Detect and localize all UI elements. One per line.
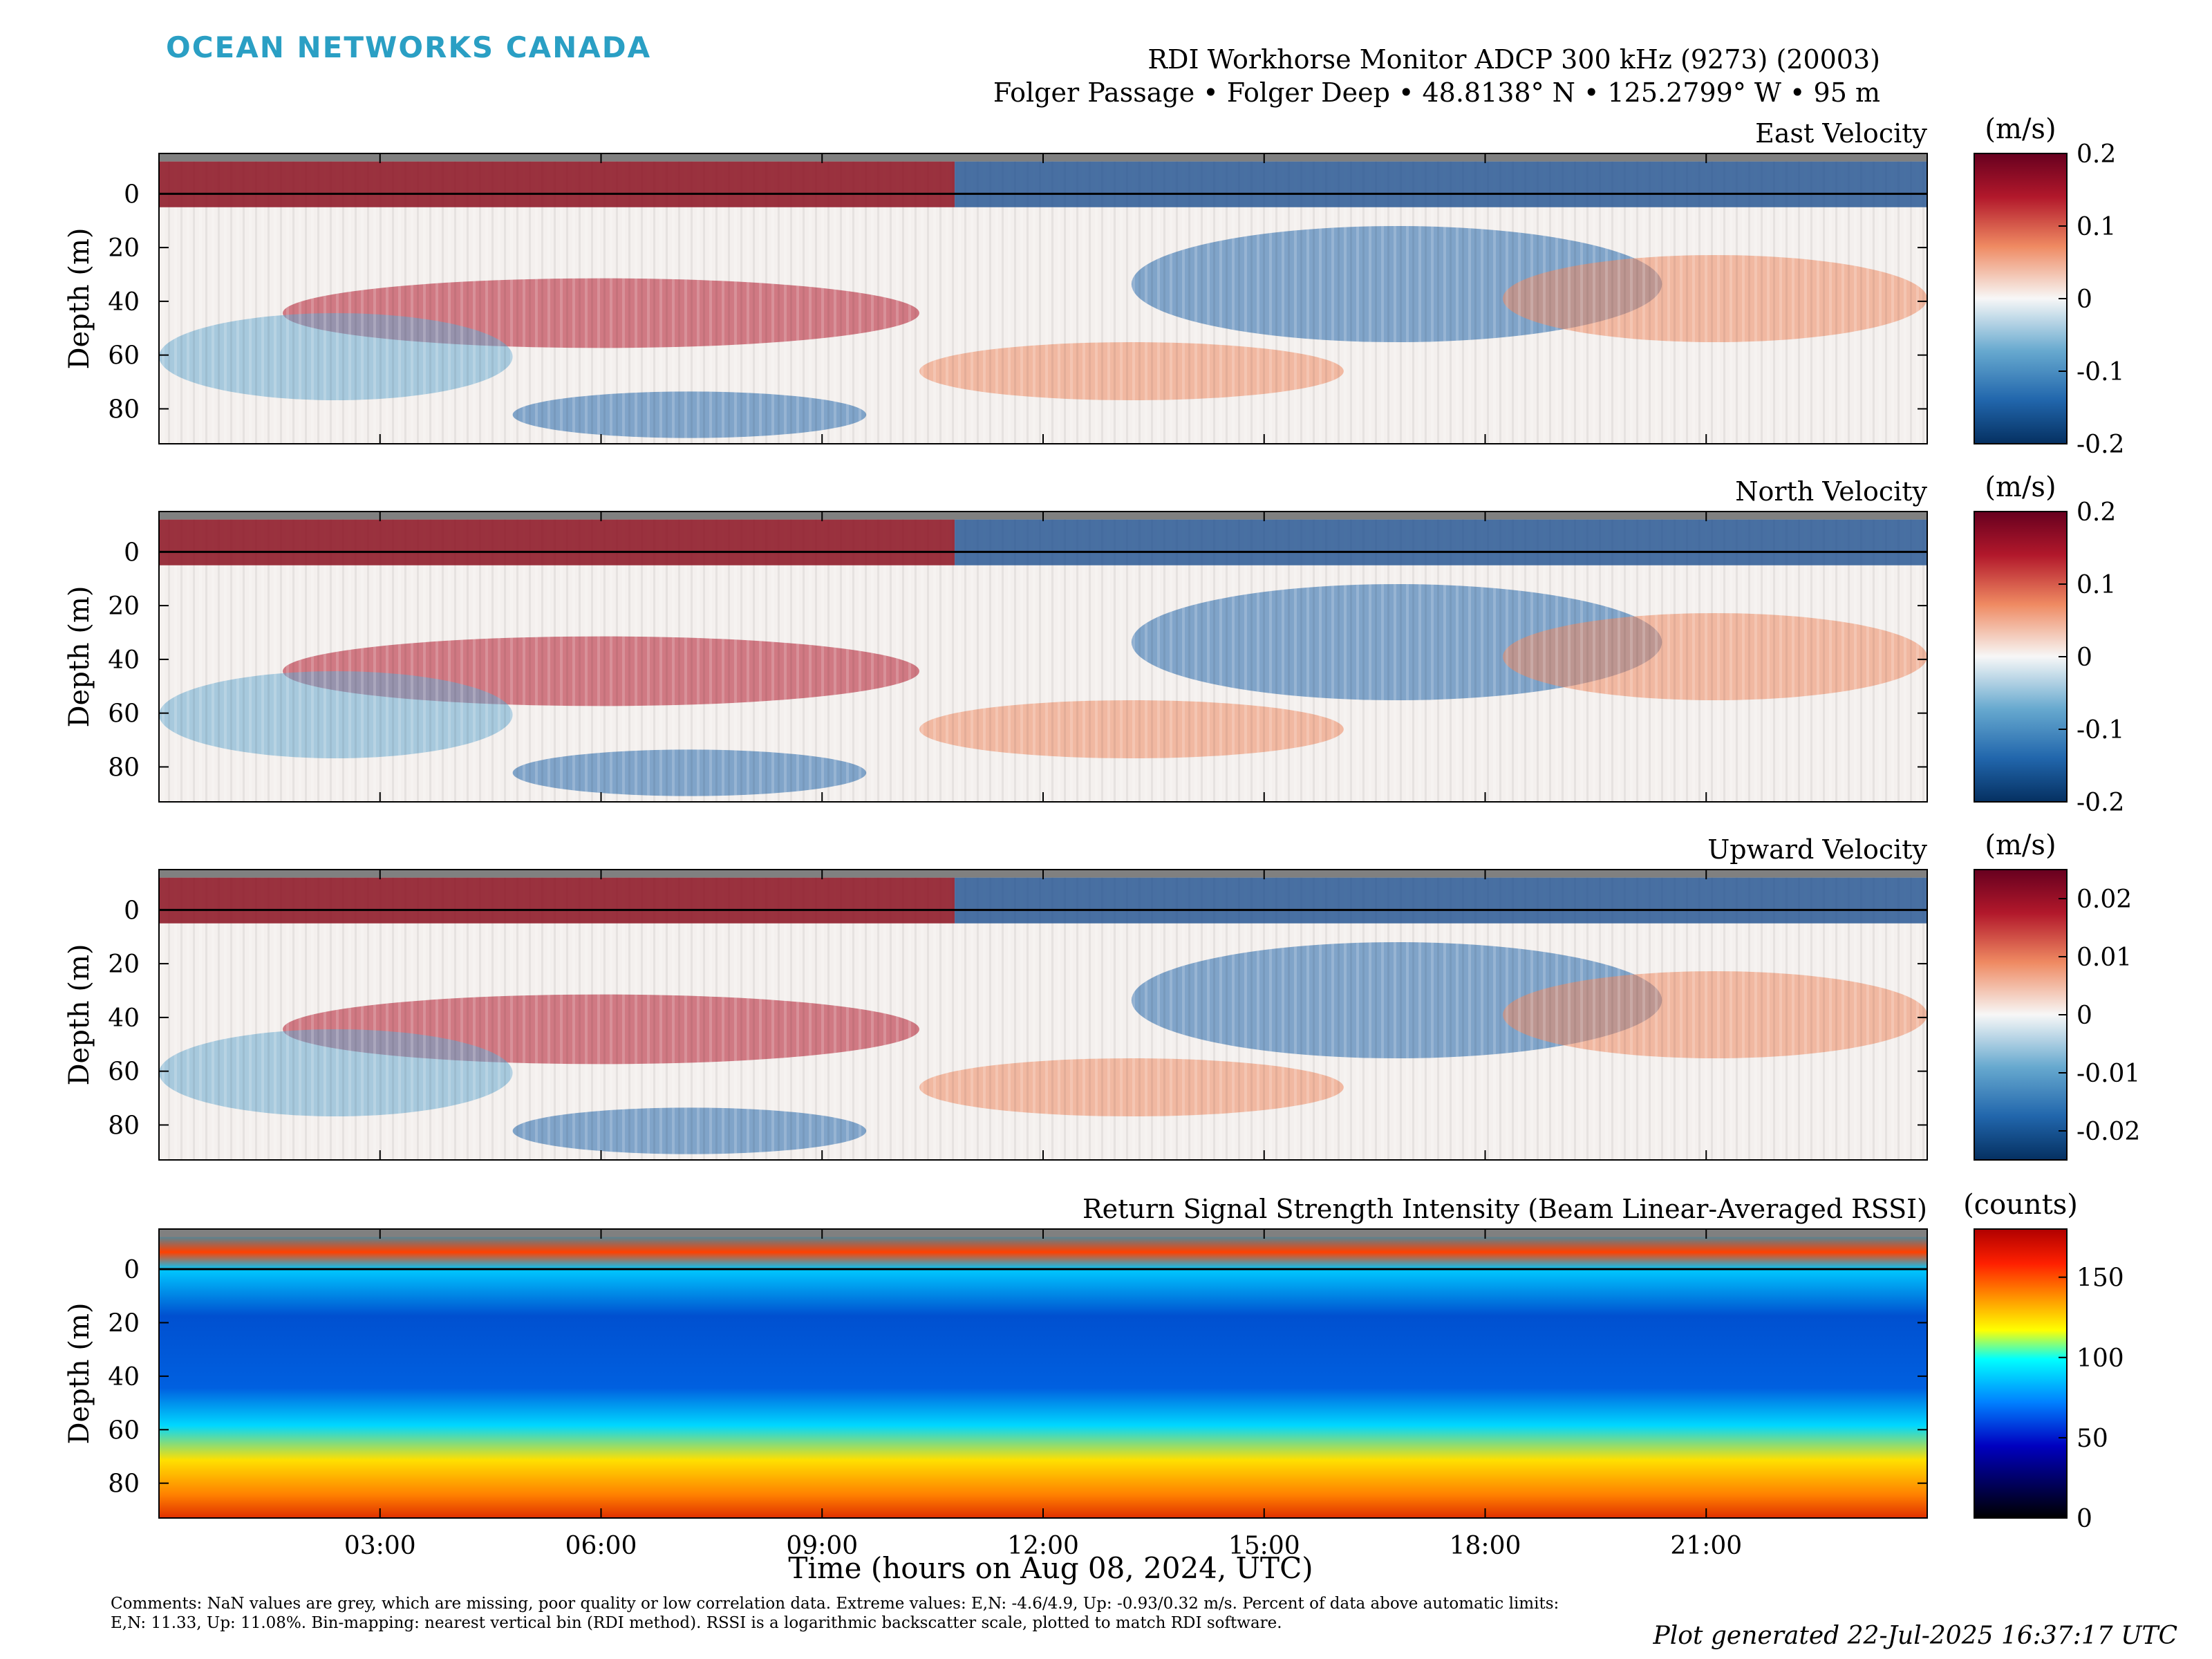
colorbar: 0.2 0.1 0 -0.1 -0.2 (m/s) (1974, 471, 2124, 817)
surface-band (955, 161, 1927, 207)
y-tick-label: 40 (108, 1004, 140, 1033)
colorbar: 0.2 0.1 0 -0.1 -0.2 (m/s) (1974, 113, 2124, 459)
colorbar: 0.02 0.01 0 -0.01 -0.02 (m/s) (1974, 830, 2140, 1161)
x-tick-label: 21:00 (1670, 1532, 1742, 1560)
colorbar-tick-label: 0 (2077, 1505, 2092, 1533)
colorbar-unit-label: (m/s) (1985, 830, 2056, 861)
y-tick-label: 20 (108, 592, 140, 621)
y-tick-label: 0 (124, 897, 140, 925)
y-tick-label: 60 (108, 1058, 140, 1087)
colorbar-tick-label: 0.01 (2077, 944, 2132, 972)
colorbar-tick-label: 0 (2077, 285, 2092, 314)
surface-band (159, 161, 955, 207)
panel-2: 0 20 40 60 80 Depth (m) North Velocity 0.2 0.1 0 -… (64, 471, 2124, 817)
colorbar-tick-label: -0.1 (2077, 716, 2124, 744)
y-tick-label: 80 (108, 395, 140, 424)
surface-band (159, 519, 955, 565)
y-tick-label: 80 (108, 1470, 140, 1499)
colorbar-tick-label: 100 (2077, 1344, 2124, 1373)
panel-title: Upward Velocity (1707, 834, 1927, 865)
y-axis-label: Depth (m) (64, 585, 95, 727)
surface-band (955, 519, 1927, 565)
colorbar-tick-label: 0.1 (2077, 571, 2116, 599)
x-tick-label: 12:00 (1007, 1532, 1079, 1560)
x-axis-label: Time (hours on Aug 08, 2024, UTC) (788, 1551, 1313, 1585)
plot-subtitle: Folger Passage • Folger Deep • 48.8138° … (993, 77, 1880, 108)
colorbar-scale (1974, 1228, 2068, 1519)
y-tick-label: 0 (124, 538, 140, 567)
colorbar-scale (1974, 869, 2068, 1161)
y-tick-label: 60 (108, 342, 140, 371)
colorbar-scale (1974, 153, 2068, 444)
logo: OCEAN NETWORKS CANADA (166, 30, 652, 64)
colorbar-tick-label: -0.2 (2077, 431, 2124, 459)
y-tick-label: 20 (108, 1309, 140, 1338)
colorbar-tick-label: 0 (2077, 1002, 2092, 1030)
x-tick-label: 09:00 (786, 1532, 858, 1560)
panel-4: 0 20 40 60 80 Depth (m) Return Signal Strength… (64, 1189, 2124, 1533)
colorbar-tick-label: 50 (2077, 1425, 2108, 1453)
plot-title: RDI Workhorse Monitor ADCP 300 kHz (9273… (1147, 44, 1880, 75)
y-tick-label: 40 (108, 1363, 140, 1391)
x-tick-label: 15:00 (1228, 1532, 1300, 1560)
colorbar-tick-label: -0.1 (2077, 358, 2124, 386)
surface-band (955, 877, 1927, 924)
colorbar-unit-label: (m/s) (1985, 113, 2056, 145)
colorbar-tick-label: 0 (2077, 644, 2092, 672)
surface-band (159, 877, 955, 924)
panel-title: Return Signal Strength Intensity (Beam L… (1082, 1194, 1927, 1224)
colorbar: 150 100 50 0 (counts) (1963, 1189, 2124, 1533)
generated-timestamp: Plot generated 22-Jul-2025 16:37:17 UTC (1653, 1622, 2177, 1650)
colorbar-scale (1974, 511, 2068, 803)
y-tick-label: 80 (108, 1112, 140, 1140)
colorbar-tick-label: -0.2 (2077, 789, 2124, 817)
panel-title: East Velocity (1755, 118, 1927, 149)
x-tick-label: 06:00 (565, 1532, 637, 1560)
colorbar-tick-label: 0.2 (2077, 498, 2116, 527)
y-tick-label: 0 (124, 180, 140, 209)
y-tick-label: 80 (108, 753, 140, 782)
y-tick-label: 20 (108, 950, 140, 979)
heatmap-field (159, 1229, 1927, 1518)
y-tick-label: 60 (108, 700, 140, 729)
colorbar-tick-label: -0.02 (2077, 1118, 2140, 1146)
comments-text: Comments: NaN values are grey, which are… (111, 1595, 1559, 1632)
y-axis-label: Depth (m) (64, 227, 95, 369)
colorbar-tick-label: 0.02 (2077, 885, 2132, 914)
y-tick-label: 20 (108, 234, 140, 263)
panel-1: 0 20 40 60 80 Depth (m) East Velocity 0.2 0.1 0 -0… (64, 113, 2124, 459)
y-tick-label: 60 (108, 1416, 140, 1445)
y-tick-label: 40 (108, 646, 140, 675)
y-axis-label: Depth (m) (64, 944, 95, 1085)
colorbar-unit-label: (counts) (1963, 1189, 2078, 1221)
y-tick-label: 40 (108, 288, 140, 317)
colorbar-tick-label: 150 (2077, 1264, 2124, 1293)
colorbar-unit-label: (m/s) (1985, 471, 2056, 503)
panel-title: North Velocity (1735, 476, 1927, 507)
colorbar-tick-label: 0.2 (2077, 140, 2116, 169)
y-axis-label: Depth (m) (64, 1302, 95, 1444)
y-tick-label: 0 (124, 1256, 140, 1284)
colorbar-tick-label: -0.01 (2077, 1060, 2140, 1088)
x-tick-label: 03:00 (344, 1532, 416, 1560)
x-tick-label: 18:00 (1450, 1532, 1521, 1560)
colorbar-tick-label: 0.1 (2077, 213, 2116, 241)
